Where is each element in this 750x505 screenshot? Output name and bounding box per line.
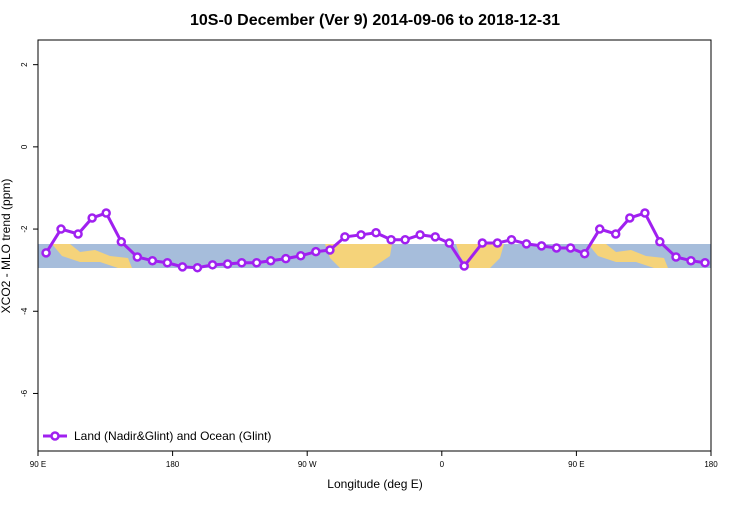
data-point <box>492 238 503 248</box>
data-point <box>340 232 350 242</box>
map-land <box>52 244 668 268</box>
legend-marker <box>50 431 60 441</box>
data-point <box>222 259 233 269</box>
data-point <box>565 243 576 253</box>
data-point <box>640 208 650 218</box>
data-point <box>551 243 562 253</box>
data-point <box>430 232 440 242</box>
x-tick-label: 180 <box>166 460 180 469</box>
y-tick-label: 0 <box>20 144 29 149</box>
data-point <box>594 224 605 234</box>
x-tick-label: 180 <box>704 460 718 469</box>
data-point <box>41 248 51 258</box>
data-point <box>356 230 366 240</box>
data-point <box>671 252 681 262</box>
data-point <box>386 234 396 245</box>
data-point <box>686 255 696 266</box>
data-point <box>56 224 66 234</box>
data-point <box>700 258 710 268</box>
plot-frame <box>37 39 712 452</box>
data-point <box>521 239 532 249</box>
x-tick-label: 90 W <box>298 460 317 469</box>
data-point <box>477 238 488 248</box>
x-tick-label: 0 <box>440 460 445 469</box>
data-point <box>281 253 291 264</box>
data-point <box>236 258 247 268</box>
y-tick-label: 2 <box>20 62 29 67</box>
data-point <box>177 262 188 272</box>
data-point <box>116 237 127 247</box>
y-tick-label: -4 <box>20 307 29 315</box>
data-point <box>296 251 306 261</box>
data-point <box>415 230 425 240</box>
data-point <box>400 234 410 245</box>
data-point <box>325 245 335 255</box>
data-point <box>371 228 381 238</box>
data-point <box>147 255 158 266</box>
data-point <box>132 252 143 262</box>
data-point <box>444 238 455 248</box>
data-point <box>73 229 83 239</box>
data-point <box>207 260 218 270</box>
data-point <box>162 258 173 268</box>
y-axis-label: XCO2 - MLO trend (ppm) <box>0 179 13 314</box>
data-point <box>311 246 321 257</box>
data-point <box>459 261 469 271</box>
data-point <box>251 258 262 268</box>
data-point <box>192 262 203 273</box>
y-tick-label: -2 <box>20 225 29 233</box>
x-axis-label: Longitude (deg E) <box>327 477 422 491</box>
data-point <box>579 248 590 259</box>
data-point <box>536 241 547 251</box>
data-point <box>101 208 111 218</box>
y-tick-label: -6 <box>20 389 29 397</box>
data-point <box>87 213 97 223</box>
x-tick-label: 90 E <box>30 460 46 469</box>
x-tick-label: 90 E <box>568 460 584 469</box>
data-point <box>610 229 621 239</box>
data-point <box>625 213 635 223</box>
data-point <box>655 237 665 247</box>
legend-label: Land (Nadir&Glint) and Ocean (Glint) <box>74 429 271 443</box>
data-point <box>265 255 276 266</box>
chart-title: 10S-0 December (Ver 9) 2014-09-06 to 201… <box>190 12 560 29</box>
data-point <box>506 234 517 245</box>
